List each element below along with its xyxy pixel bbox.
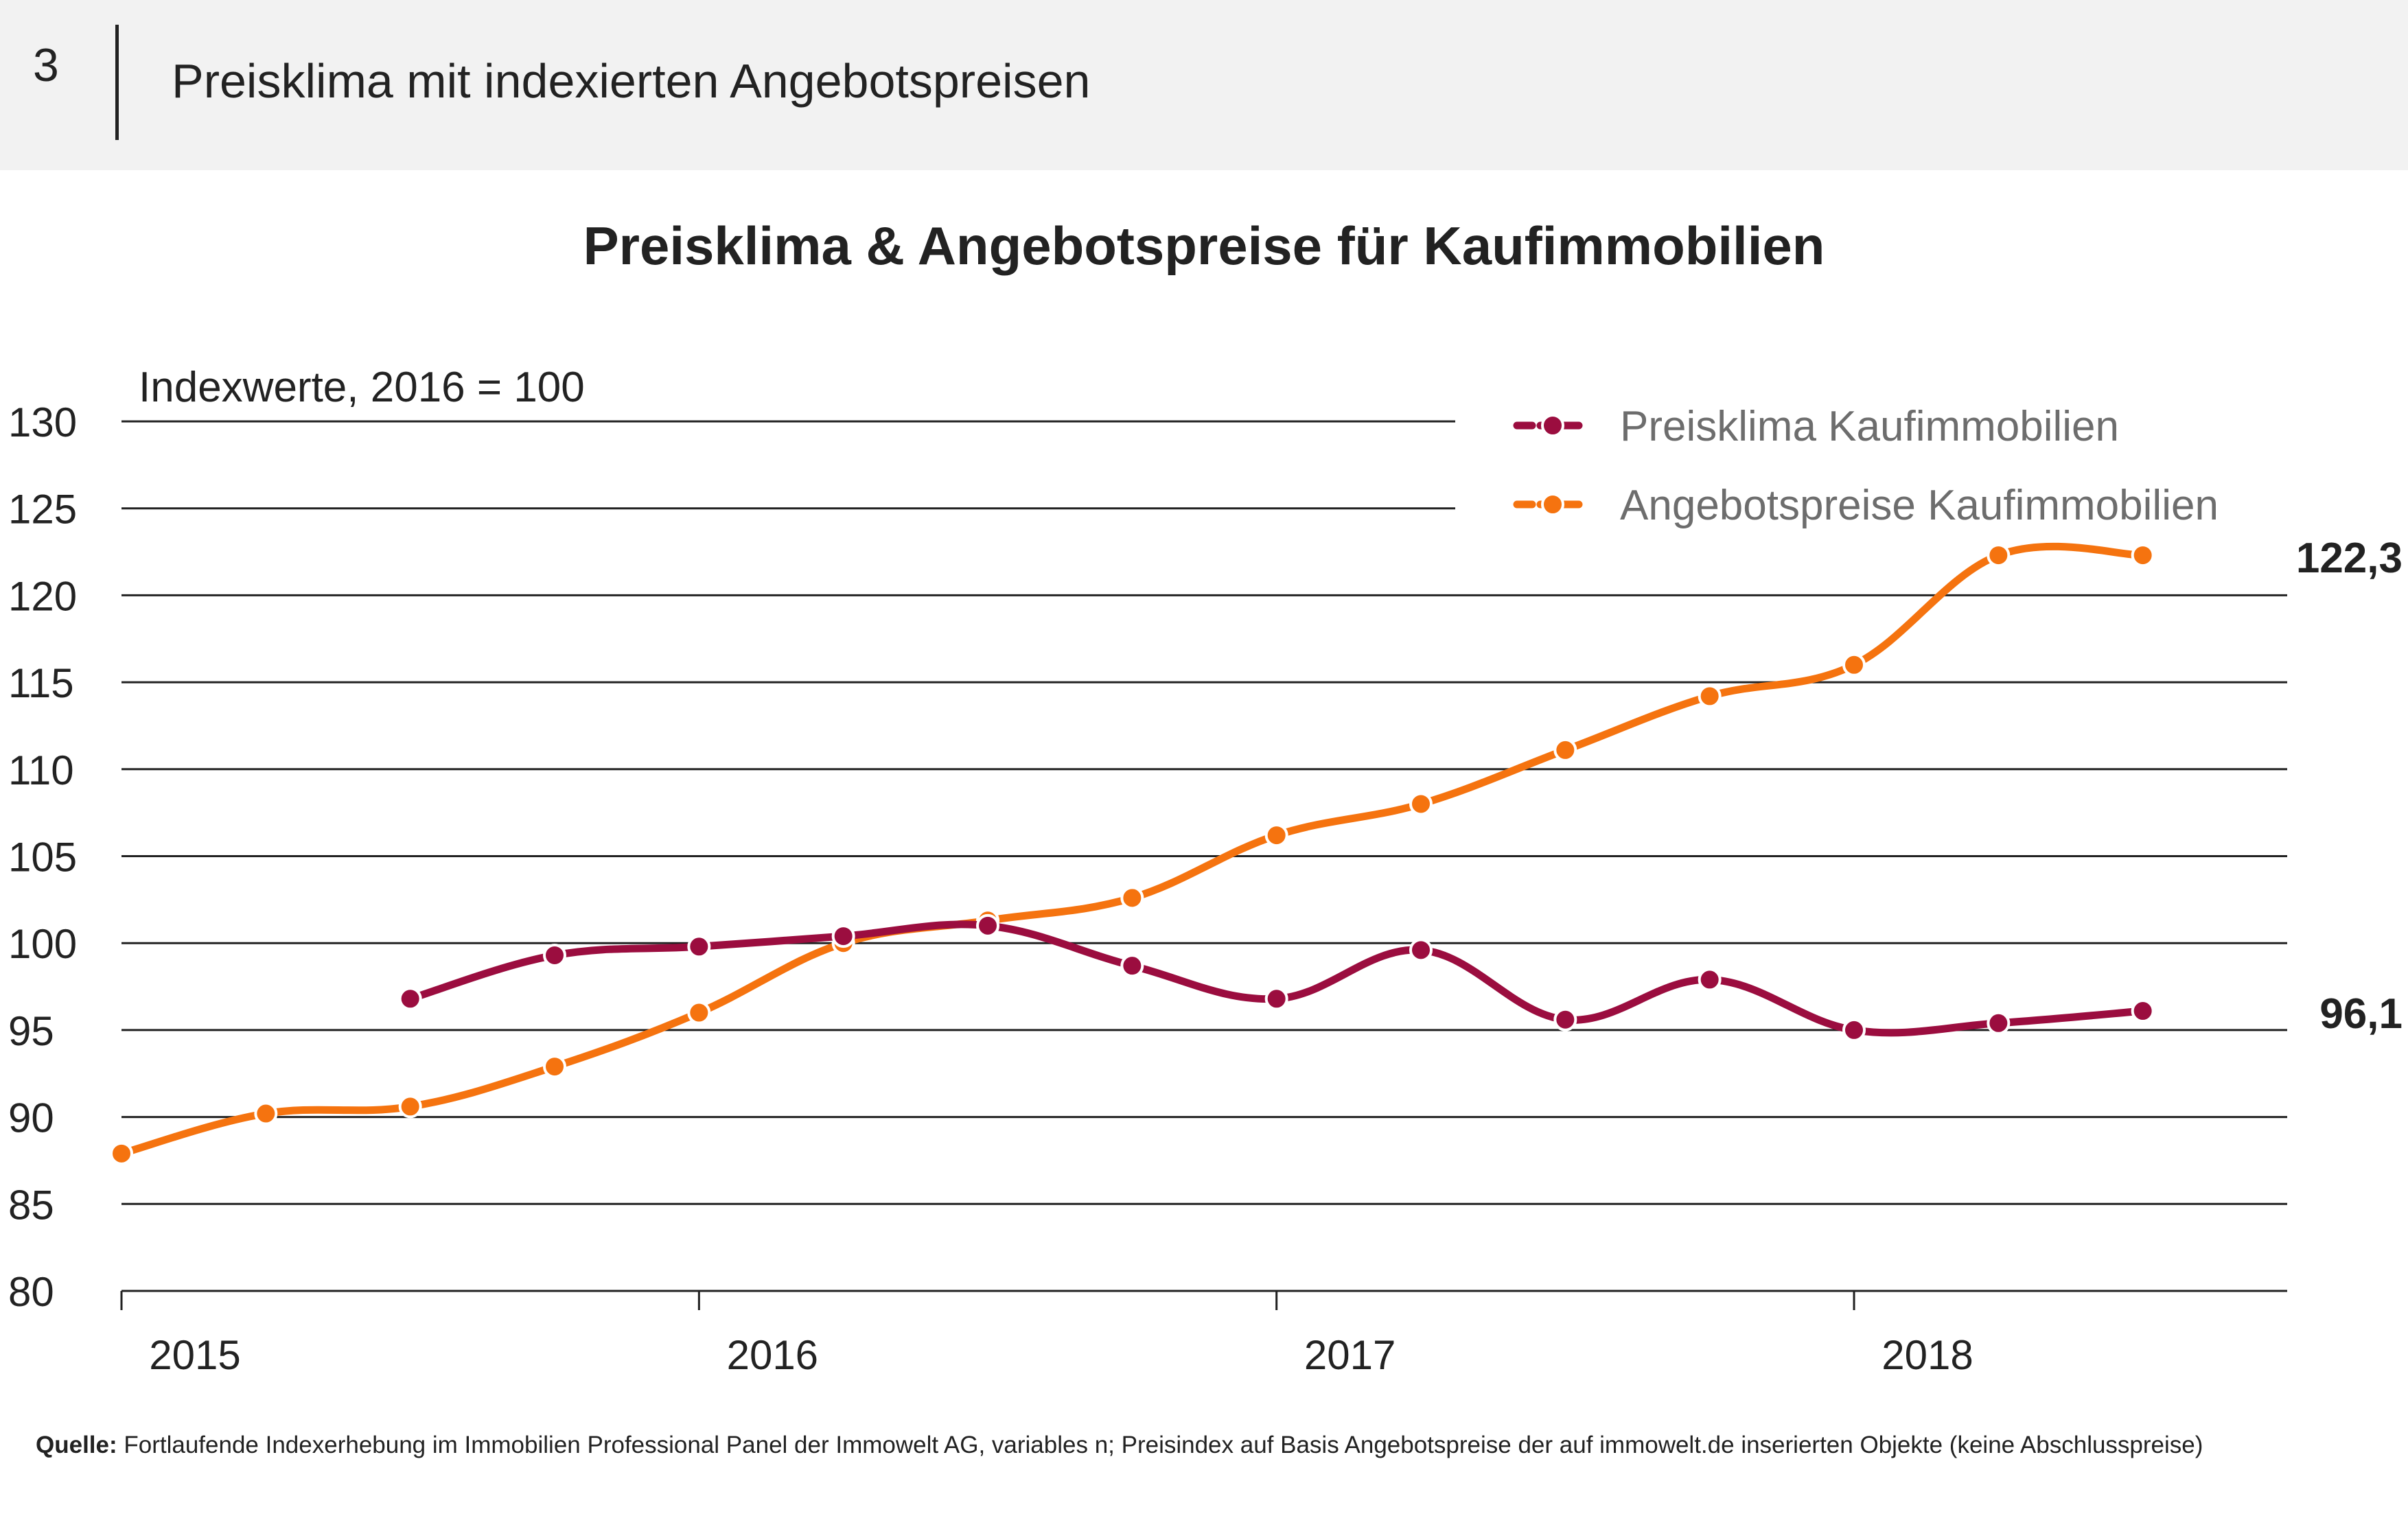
chart-title: Preisklima & Angebotspreise für Kaufimmo… [583, 215, 1825, 276]
y-tick-label: 110 [8, 747, 74, 793]
data-point [1553, 738, 1577, 762]
end-labels: 96,1 122,3 [2296, 535, 2403, 1038]
y-tick-label: 80 [8, 1269, 54, 1315]
line-chart: Preisklima & Angebotspreise für Kaufimmo… [8, 215, 2403, 1378]
grid-lines [121, 420, 2287, 1205]
data-point [1264, 987, 1288, 1011]
section-title: Preisklima mit indexierten Angebotspreis… [172, 54, 1091, 108]
data-point [1409, 938, 1433, 962]
series-group [110, 542, 2155, 1165]
x-tick-label: 2015 [149, 1332, 240, 1378]
data-point [1987, 544, 2011, 568]
x-tick-label: 2017 [1304, 1332, 1396, 1378]
data-point [2131, 999, 2155, 1023]
y-tick-label: 90 [8, 1095, 54, 1141]
data-point [543, 943, 566, 967]
data-point [1120, 886, 1144, 910]
data-point [687, 1001, 711, 1025]
y-axis-label: Indexwerte, 2016 = 100 [139, 364, 585, 411]
data-point [398, 1095, 422, 1119]
header-divider [115, 25, 119, 140]
data-point [2131, 544, 2155, 568]
series-preisklima [398, 913, 2155, 1042]
series-line [117, 542, 2147, 1158]
series-line [406, 920, 2147, 1037]
legend-label: Angebotspreise Kaufimmobilien [1620, 482, 2219, 529]
data-point [1987, 1011, 2011, 1035]
end-value-label: 122,3 [2296, 535, 2403, 582]
data-point [687, 935, 711, 959]
data-point [1842, 653, 1866, 677]
data-point [398, 987, 422, 1011]
data-point [1842, 1018, 1866, 1042]
y-tick-label: 85 [8, 1182, 54, 1228]
y-tick-label: 100 [8, 921, 77, 967]
source-note: Quelle: Fortlaufende Indexerhebung im Im… [36, 1430, 2370, 1461]
y-tick-label: 130 [8, 399, 77, 445]
y-tick-label: 105 [8, 835, 77, 881]
data-point [254, 1101, 278, 1126]
data-point [831, 924, 855, 948]
y-tick-label: 95 [8, 1008, 54, 1054]
data-point [1698, 968, 1722, 992]
y-tick-label: 115 [8, 660, 74, 706]
data-point [543, 1055, 566, 1079]
x-axis: 2015 2016 2017 2018 [120, 1290, 2287, 1378]
source-text: Fortlaufende Indexerhebung im Immobilien… [124, 1432, 2203, 1458]
data-point [1264, 824, 1288, 848]
end-value-label: 96,1 [2319, 990, 2403, 1038]
data-point [976, 913, 999, 937]
series-angebotspreise [110, 542, 2155, 1165]
legend-marker [1541, 414, 1564, 437]
legend-label: Preisklima Kaufimmobilien [1620, 403, 2119, 450]
y-tick-label: 125 [8, 487, 77, 533]
data-point [1698, 684, 1722, 708]
y-tick-label: 120 [8, 573, 77, 619]
legend-marker [1541, 493, 1564, 516]
data-point [1120, 954, 1144, 978]
data-point [1409, 792, 1433, 816]
legend: Preisklima Kaufimmobilien Angebotspreise … [1513, 403, 2219, 529]
data-point [1553, 1007, 1577, 1031]
y-axis-ticks: 130 125 120 115 110 105 100 95 90 85 80 [8, 399, 77, 1315]
section-number: 3 [33, 39, 59, 91]
source-label: Quelle: [36, 1432, 117, 1458]
data-point [110, 1141, 133, 1165]
x-tick-label: 2016 [727, 1332, 818, 1378]
page-header: 3 Preisklima mit indexierten Angebotspre… [0, 0, 2408, 170]
x-tick-label: 2018 [1882, 1332, 1973, 1378]
